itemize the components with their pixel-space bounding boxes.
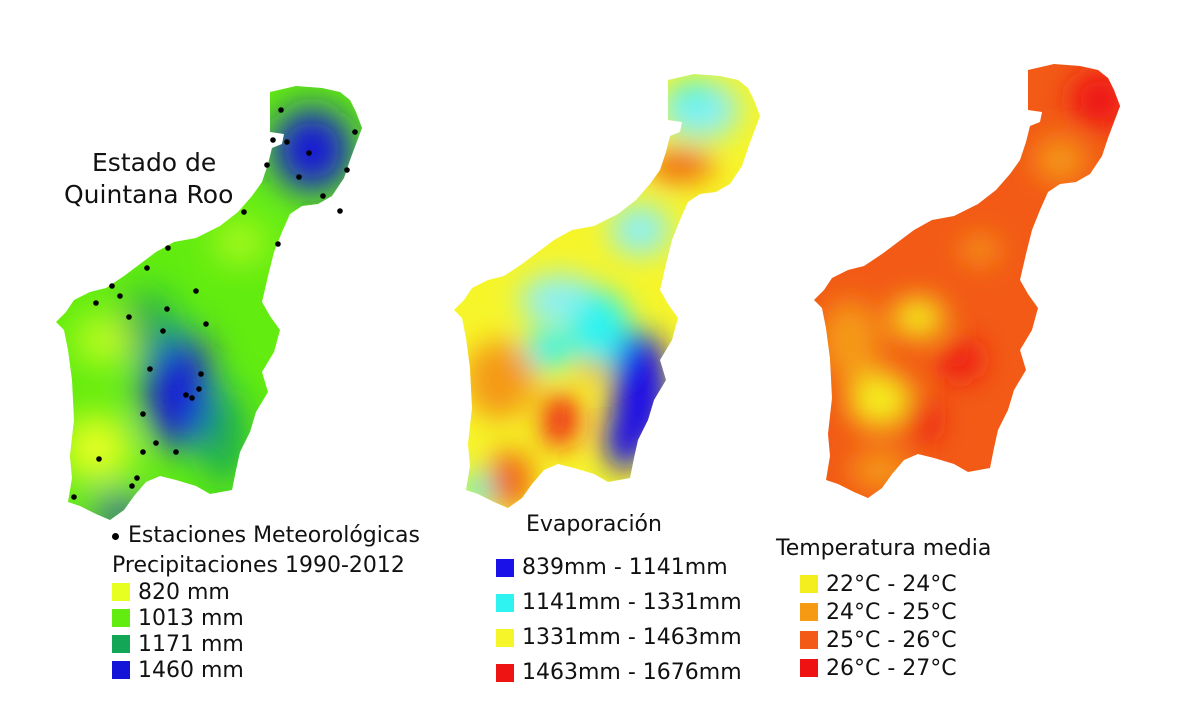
legend-label: 1463mm - 1676mm <box>522 660 742 685</box>
legend-swatch <box>112 635 130 653</box>
legend-row: 24°C - 25°C <box>800 598 991 626</box>
legend-swatch <box>800 659 818 677</box>
map-title-line-2: Quintana Roo <box>64 180 234 209</box>
legend-row: 1171 mm <box>112 631 420 657</box>
precipitation-title: Precipitaciones 1990-2012 <box>112 553 405 578</box>
legend-label: 26°C - 27°C <box>826 655 957 681</box>
legend-label: 1331mm - 1463mm <box>522 625 742 650</box>
temperature-map <box>814 64 1120 498</box>
legend-label: 839mm - 1141mm <box>522 555 728 580</box>
legend-label: 1141mm - 1331mm <box>522 590 742 615</box>
legend-row: 26°C - 27°C <box>800 654 991 682</box>
maps-figure <box>56 64 1120 520</box>
precipitation-legend: Estaciones Meteorológicas Precipitacione… <box>112 523 420 683</box>
station-dot-icon <box>112 532 119 540</box>
legend-label: 1171 mm <box>138 631 244 657</box>
evaporation-map <box>454 74 760 508</box>
temperature-title: Temperatura media <box>776 536 992 561</box>
legend-swatch <box>496 593 514 612</box>
legend-label: 24°C - 25°C <box>826 599 957 625</box>
evaporation-legend: Evaporación 839mm - 1141mm 1141mm - 1331… <box>496 512 742 690</box>
legend-row: 1331mm - 1463mm <box>496 620 742 655</box>
temperature-legend: Temperatura media 22°C - 24°C 24°C - 25°… <box>776 536 991 682</box>
legend-swatch <box>800 575 818 593</box>
legend-label: 1460 mm <box>138 657 244 683</box>
stations-label: Estaciones Meteorológicas <box>128 523 420 548</box>
legend-label: 1013 mm <box>138 605 244 631</box>
legend-row: 820 mm <box>112 579 420 605</box>
legend-swatch <box>112 609 130 627</box>
legend-swatch <box>496 663 514 682</box>
evaporation-title: Evaporación <box>526 512 662 537</box>
legend-swatch <box>112 661 130 679</box>
legend-row: 1460 mm <box>112 657 420 683</box>
station-markers <box>71 107 358 500</box>
legend-label: 25°C - 26°C <box>826 627 957 653</box>
legend-row: 1463mm - 1676mm <box>496 655 742 690</box>
legend-row: 22°C - 24°C <box>800 570 991 598</box>
legend-swatch <box>800 603 818 621</box>
legend-label: 22°C - 24°C <box>826 571 957 597</box>
legend-swatch <box>496 558 514 577</box>
legend-row: 1141mm - 1331mm <box>496 585 742 620</box>
legend-row: 1013 mm <box>112 605 420 631</box>
precipitation-map <box>56 86 362 520</box>
legend-swatch <box>112 583 130 601</box>
stations-legend-entry: Estaciones Meteorológicas <box>112 523 420 549</box>
map-title-line-1: Estado de <box>92 148 217 177</box>
legend-swatch <box>800 631 818 649</box>
legend-row: 839mm - 1141mm <box>496 550 742 585</box>
legend-swatch <box>496 628 514 647</box>
legend-row: 25°C - 26°C <box>800 626 991 654</box>
legend-label: 820 mm <box>138 579 230 605</box>
